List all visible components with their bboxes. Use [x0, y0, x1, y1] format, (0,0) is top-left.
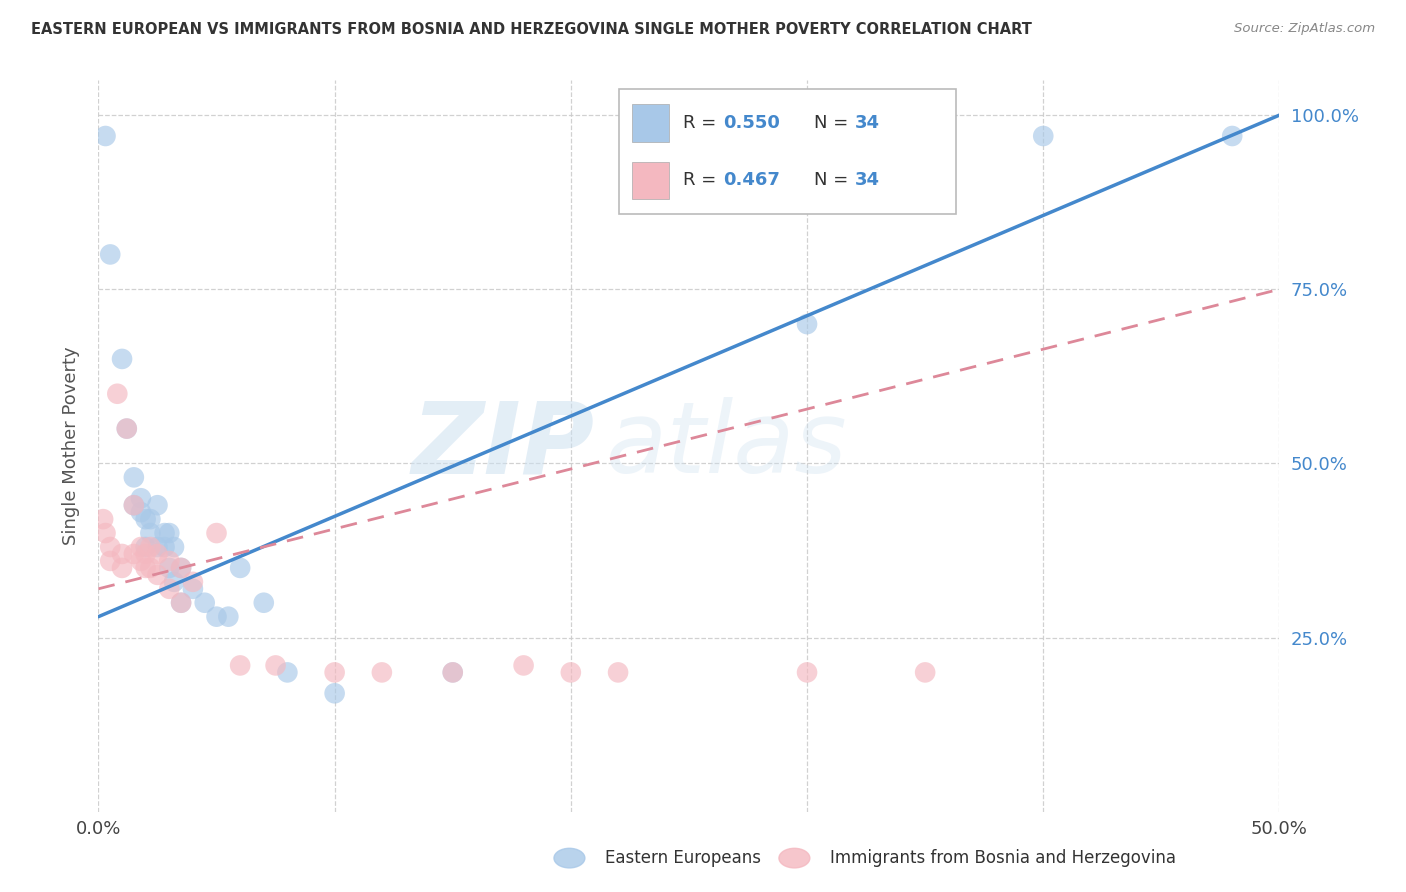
Point — [94, 526, 117, 541]
Point — [796, 665, 818, 680]
Text: 0.550: 0.550 — [723, 114, 780, 132]
Point — [157, 582, 180, 596]
Point — [512, 658, 534, 673]
Point — [98, 247, 121, 261]
Point — [98, 554, 121, 568]
Point — [146, 567, 169, 582]
Bar — [633, 104, 669, 142]
Point — [139, 512, 162, 526]
Point — [94, 128, 117, 143]
Point — [607, 665, 630, 680]
Point — [560, 665, 582, 680]
Point — [170, 596, 193, 610]
Point — [323, 686, 346, 700]
Point — [135, 512, 157, 526]
Point — [157, 526, 180, 541]
Text: ZIP: ZIP — [412, 398, 595, 494]
Point — [441, 665, 464, 680]
Point — [205, 526, 228, 541]
Text: 34: 34 — [855, 114, 880, 132]
Point — [371, 665, 394, 680]
Point — [157, 561, 180, 575]
Bar — [633, 161, 669, 199]
Text: 0.467: 0.467 — [723, 171, 780, 189]
Point — [139, 561, 162, 575]
Point — [135, 540, 157, 554]
Point — [129, 491, 152, 506]
Point — [181, 574, 204, 589]
Text: EASTERN EUROPEAN VS IMMIGRANTS FROM BOSNIA AND HERZEGOVINA SINGLE MOTHER POVERTY: EASTERN EUROPEAN VS IMMIGRANTS FROM BOSN… — [31, 22, 1032, 37]
Point — [129, 554, 152, 568]
Point — [135, 547, 157, 561]
Text: Eastern Europeans: Eastern Europeans — [605, 849, 761, 867]
Point — [205, 609, 228, 624]
Point — [105, 386, 128, 401]
Point — [139, 526, 162, 541]
Point — [229, 658, 252, 673]
Point — [153, 526, 176, 541]
FancyBboxPatch shape — [619, 89, 956, 214]
Point — [323, 665, 346, 680]
Point — [181, 582, 204, 596]
Point — [98, 540, 121, 554]
Text: N =: N = — [814, 171, 855, 189]
Point — [1220, 128, 1243, 143]
Point — [276, 665, 298, 680]
Point — [115, 421, 138, 435]
Text: R =: R = — [683, 171, 721, 189]
Point — [796, 317, 818, 331]
Point — [122, 498, 145, 512]
Text: R =: R = — [683, 114, 721, 132]
Point — [163, 574, 186, 589]
Text: atlas: atlas — [606, 398, 848, 494]
Point — [129, 540, 152, 554]
Text: N =: N = — [814, 114, 855, 132]
Point — [170, 561, 193, 575]
Point — [914, 665, 936, 680]
Text: 34: 34 — [855, 171, 880, 189]
Point — [194, 596, 217, 610]
Point — [146, 547, 169, 561]
Point — [129, 505, 152, 519]
Text: Source: ZipAtlas.com: Source: ZipAtlas.com — [1234, 22, 1375, 36]
Point — [170, 596, 193, 610]
Point — [157, 554, 180, 568]
Point — [91, 512, 114, 526]
Point — [1032, 128, 1054, 143]
Point — [441, 665, 464, 680]
Point — [163, 540, 186, 554]
Point — [135, 561, 157, 575]
Point — [122, 498, 145, 512]
Point — [122, 470, 145, 484]
Y-axis label: Single Mother Poverty: Single Mother Poverty — [62, 347, 80, 545]
Point — [146, 540, 169, 554]
Point — [111, 561, 134, 575]
Point — [146, 498, 169, 512]
Point — [122, 547, 145, 561]
Point — [139, 540, 162, 554]
Point — [264, 658, 287, 673]
Point — [153, 540, 176, 554]
Point — [217, 609, 239, 624]
Text: Immigrants from Bosnia and Herzegovina: Immigrants from Bosnia and Herzegovina — [830, 849, 1175, 867]
Point — [115, 421, 138, 435]
Point — [170, 561, 193, 575]
Point — [253, 596, 276, 610]
Point — [111, 351, 134, 366]
Point — [229, 561, 252, 575]
Point — [111, 547, 134, 561]
